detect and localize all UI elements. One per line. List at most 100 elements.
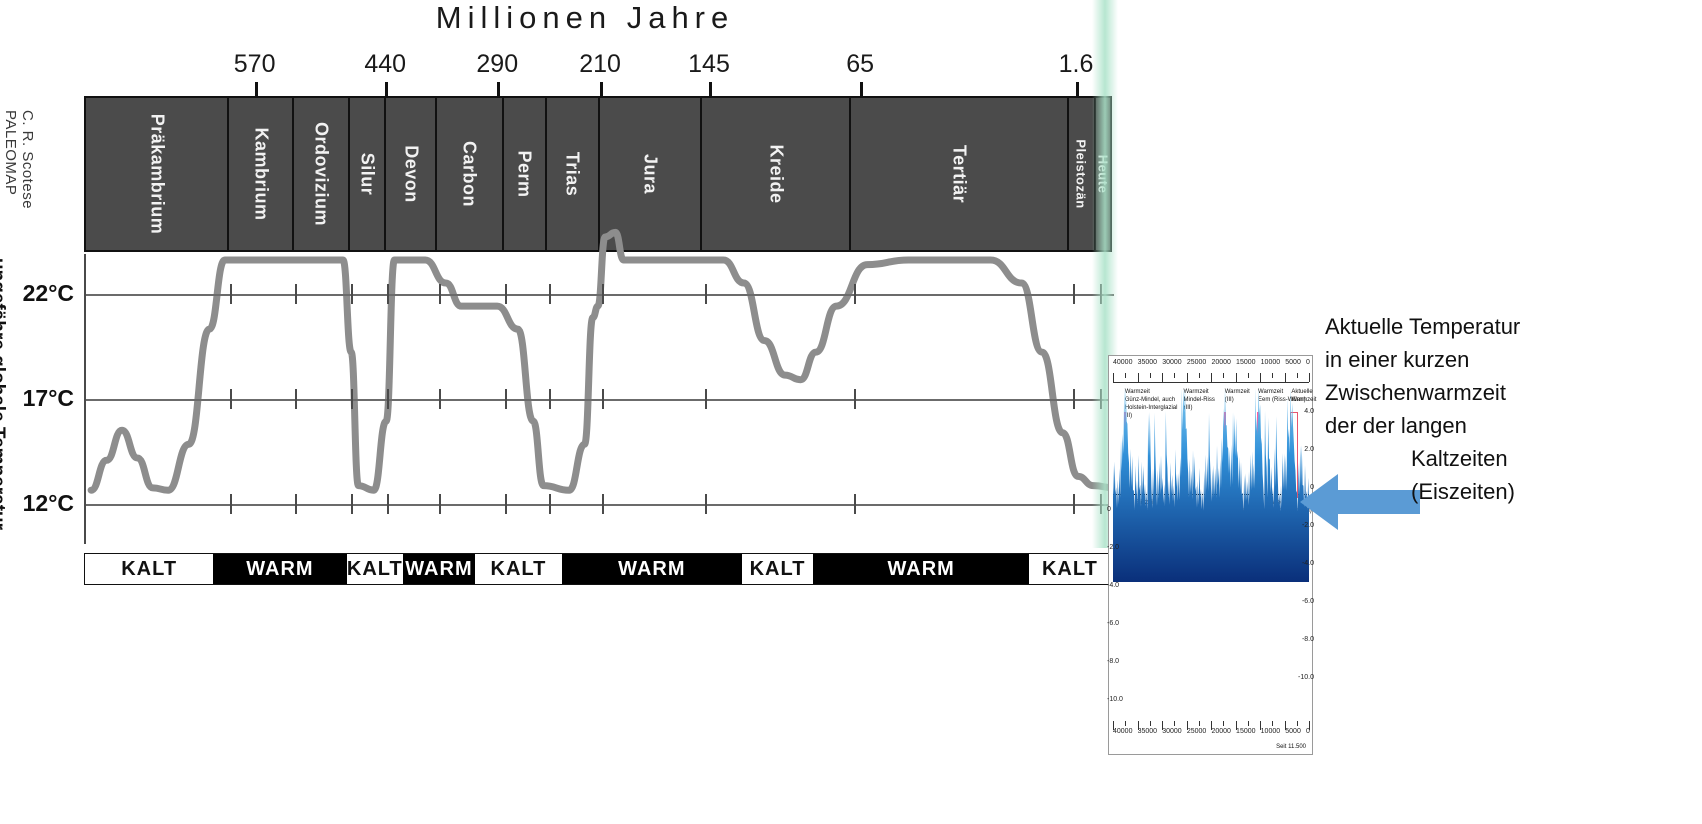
period-label: Ordovizium <box>311 121 332 227</box>
ice-age-inset-chart: 40000 35000 30000 25000 20000 15000 10000 5000 0… <box>1107 355 1316 755</box>
inset-tick <box>1284 373 1286 382</box>
period-cell-kreide: Kreide <box>702 98 851 250</box>
period-label: Präkambrium <box>147 113 168 235</box>
grid-tickmark <box>853 494 856 514</box>
grid-tickmark <box>505 389 508 409</box>
grid-tickmark <box>704 284 707 304</box>
grid-tickmark <box>294 284 297 304</box>
period-cell-carbon: Carbon <box>437 98 504 250</box>
inset-tick <box>1174 373 1176 378</box>
inset-tick <box>1137 373 1139 382</box>
inset-tick <box>1235 721 1237 730</box>
period-label: Carbon <box>459 141 480 207</box>
inset-x-label: 0 <box>1305 728 1310 735</box>
grid-tickmark <box>351 389 354 409</box>
inset-tick <box>1247 721 1249 726</box>
inset-x-label: 0 <box>1305 359 1310 366</box>
grid-tickmark <box>548 389 551 409</box>
climate-segment-kalt-4: KALT <box>474 554 563 584</box>
inset-tick <box>1235 373 1237 382</box>
y-axis-label-17°C: 17°C <box>22 385 74 411</box>
axis-tick-label-145: 145 <box>688 50 730 78</box>
grid-tickmark <box>351 284 354 304</box>
period-cell-perm: Perm <box>504 98 547 250</box>
grid-tickmark <box>853 389 856 409</box>
page-title: Millionen Jahre <box>435 0 735 35</box>
inset-tick <box>1186 373 1188 382</box>
inset-y-label-right: -2.0 <box>1301 522 1314 529</box>
grid-tickmark <box>351 494 354 514</box>
inset-y-label-right: -10.0 <box>1298 674 1314 681</box>
period-label: Trias <box>562 151 583 197</box>
axis-tick-label-570: 570 <box>233 50 276 78</box>
inset-x-label: 30000 <box>1162 359 1182 366</box>
annotation-line-6: (Eiszeiten) <box>1411 479 1515 504</box>
inset-tick <box>1272 721 1274 726</box>
inset-tick <box>1309 373 1310 382</box>
y-axis-label-12°C: 12°C <box>22 490 74 516</box>
period-cell-kambrium: Kambrium <box>229 98 294 250</box>
inset-tick <box>1113 373 1114 382</box>
axis-tick-label-210: 210 <box>579 50 621 78</box>
annotation-line-5: Kaltzeiten <box>1411 446 1508 471</box>
inset-x-label: 40000 <box>1113 728 1133 735</box>
inset-tick <box>1272 373 1274 378</box>
period-cell-devon: Devon <box>386 98 438 250</box>
inset-x-label: 35000 <box>1137 359 1158 366</box>
annotation-line-2: in einer kurzen <box>1325 347 1470 372</box>
axis-tick-label-290: 290 <box>476 50 519 78</box>
pointer-arrow-icon <box>1300 474 1420 530</box>
inset-x-label: 15000 <box>1236 728 1256 735</box>
source-credit: C. R. Scotese PALEOMAP <box>2 110 36 210</box>
period-cell-silur: Silur <box>350 98 387 250</box>
grid-tickmark <box>387 389 390 409</box>
inset-tick <box>1211 373 1212 382</box>
climate-segment-kalt-6: KALT <box>741 554 814 584</box>
inset-tick <box>1211 721 1212 730</box>
annotation-line-4: der der langen <box>1325 413 1467 438</box>
inset-tick <box>1296 373 1298 378</box>
grid-tickmark <box>853 284 856 304</box>
inset-tick <box>1284 721 1286 730</box>
inset-y-label-right: -6.0 <box>1301 598 1314 605</box>
period-label: Kreide <box>766 144 787 204</box>
period-label: Pleistozän <box>1073 139 1089 209</box>
period-cell-prkambrium: Präkambrium <box>86 98 230 250</box>
period-label: Devon <box>401 145 422 203</box>
inset-y-label-left: -2.0 <box>1107 544 1120 551</box>
gridline <box>86 399 1114 401</box>
grid-tickmark <box>294 494 297 514</box>
grid-tickmark <box>505 284 508 304</box>
inset-y-label-right: 4.0 <box>1304 408 1314 415</box>
period-label: Kambrium <box>251 127 272 221</box>
climate-band: KALT WARM KALT WARM KALT WARM KALT WARM KALT <box>84 553 1112 585</box>
grid-tickmark <box>229 494 232 514</box>
axis-tick-label-65: 65 <box>846 50 875 78</box>
grid-tickmark <box>602 494 605 514</box>
inset-tickmarks-bottom <box>1113 721 1310 730</box>
inset-warm-label-0: Warmzeit Günz-Mindel, auch Holstein-Interg… <box>1124 389 1178 419</box>
inset-tick <box>1223 721 1225 726</box>
geologic-period-bar: Präkambrium Kambrium Ordovizium Silur Devon C… <box>84 96 1112 252</box>
inset-tick <box>1309 721 1310 730</box>
inset-tick <box>1113 721 1114 730</box>
inset-warm-label-1: Warmzeit Mindel-Riss (III) <box>1183 389 1215 411</box>
period-cell-jura: Jura <box>600 98 703 250</box>
inset-x-label: 35000 <box>1137 728 1158 735</box>
inset-tick <box>1174 721 1176 726</box>
annotation-line-3: Zwischenwarmzeit <box>1325 380 1506 405</box>
inset-y-label-right: -8.0 <box>1301 636 1314 643</box>
grid-tickmark <box>438 494 441 514</box>
grid-tickmark <box>602 284 605 304</box>
axis-tick-label-1.6: 1.6 <box>1058 50 1094 78</box>
period-label: Jura <box>640 153 661 195</box>
grid-tickmark <box>1072 284 1075 304</box>
period-label: Silur <box>357 152 378 196</box>
climate-segment-warm-5: WARM <box>562 554 742 584</box>
grid-tickmark <box>1072 494 1075 514</box>
seit-label: Seit 11.500 <box>1276 744 1306 750</box>
inset-tick <box>1296 721 1298 726</box>
inset-x-label: 25000 <box>1186 359 1207 366</box>
temperature-curve <box>87 228 1118 494</box>
inset-y-label-right: 0 <box>1310 484 1314 491</box>
